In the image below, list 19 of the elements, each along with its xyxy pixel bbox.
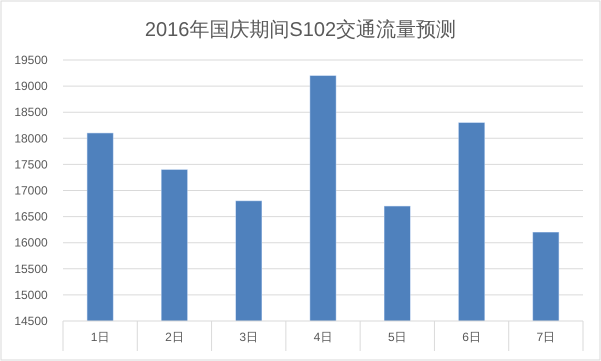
- y-tick-label: 18000: [14, 131, 48, 146]
- x-tick-label: 6日: [462, 330, 481, 344]
- chart-title: 2016年国庆期间S102交通流量预测: [144, 19, 456, 41]
- y-tick-label: 17000: [14, 184, 48, 198]
- x-tick-label: 2日: [165, 330, 184, 344]
- y-tick-label: 16500: [14, 210, 48, 224]
- y-tick-label: 17500: [14, 157, 48, 172]
- y-tick-label: 18500: [14, 105, 48, 120]
- y-tick-label: 15000: [14, 288, 48, 302]
- x-tick-label: 5日: [388, 330, 407, 344]
- x-tick-label: 1日: [90, 330, 110, 344]
- y-tick-label: 19500: [14, 53, 48, 67]
- y-tick-label: 15500: [14, 262, 48, 276]
- x-tick-label: 4日: [314, 330, 332, 344]
- y-tick-label: 16000: [14, 236, 48, 250]
- y-tick-label: 19000: [14, 79, 48, 94]
- x-tick-label: 3日: [239, 330, 258, 344]
- x-tick-label: 7日: [536, 330, 556, 344]
- y-tick-label: 14500: [14, 314, 48, 328]
